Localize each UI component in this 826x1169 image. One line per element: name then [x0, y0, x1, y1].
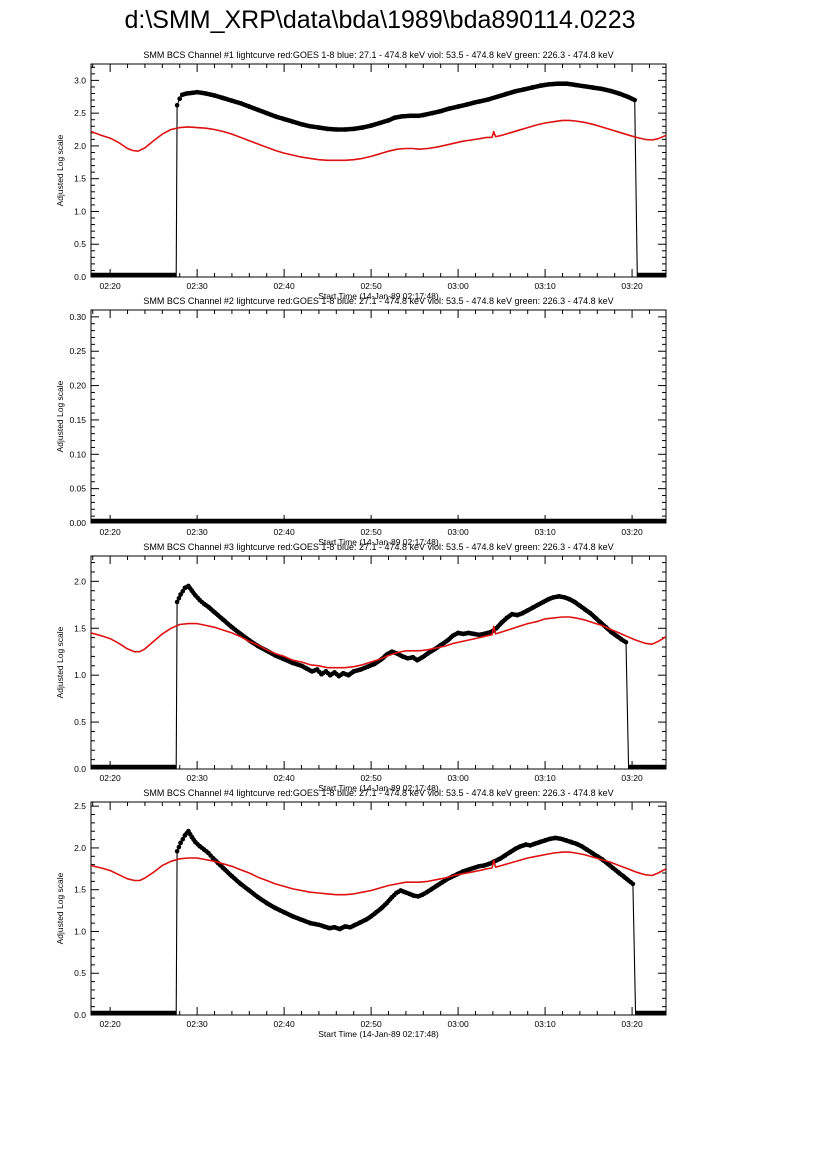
- x-axis-label: Start Time (14-Jan-89 02:17:48): [318, 291, 439, 301]
- x-tick-label: 02:30: [186, 281, 208, 291]
- y-tick-label: 2.5: [74, 108, 86, 118]
- x-tick-label: 02:20: [99, 527, 121, 537]
- x-tick-label: 02:40: [273, 1019, 295, 1029]
- black-lightcurve-series: [91, 81, 666, 277]
- panel-title: SMM BCS Channel #4 lightcurve red:GOES 1…: [143, 788, 613, 798]
- y-tick-label: 3.0: [74, 75, 86, 85]
- panel-title: SMM BCS Channel #2 lightcurve red:GOES 1…: [143, 296, 613, 306]
- y-tick-label: 2.5: [74, 801, 86, 811]
- lightcurve-panel-channel-4: SMM BCS Channel #4 lightcurve red:GOES 1…: [55, 788, 667, 1039]
- y-tick-label: 0.5: [74, 968, 86, 978]
- x-axis-label: Start Time (14-Jan-89 02:17:48): [318, 783, 439, 793]
- x-tick-label: 03:20: [621, 281, 643, 291]
- black-lightcurve-series: [91, 828, 666, 1015]
- y-tick-label: 1.0: [74, 670, 86, 680]
- y-tick-label: 0.20: [69, 381, 86, 391]
- plot-box: [90, 309, 667, 524]
- x-tick-label: 03:20: [621, 527, 643, 537]
- y-axis-label: Adjusted Log scale: [55, 134, 65, 206]
- x-axis-label: Start Time (14-Jan-89 02:17:48): [318, 1029, 439, 1039]
- y-tick-label: 0.30: [69, 312, 86, 322]
- axes: [90, 63, 667, 278]
- y-tick-label: 0.0: [74, 764, 86, 774]
- figure-title: d:\SMM_XRP\data\bda\1989\bda890114.0223: [124, 6, 636, 34]
- plot-box: [90, 63, 667, 278]
- x-tick-label: 03:20: [621, 1019, 643, 1029]
- x-tick-label: 03:00: [447, 1019, 469, 1029]
- black-lightcurve-series: [91, 583, 666, 769]
- x-tick-label: 02:20: [99, 281, 121, 291]
- y-tick-label: 0.0: [74, 272, 86, 282]
- y-tick-label: 0.5: [74, 239, 86, 249]
- x-tick-label: 02:40: [273, 281, 295, 291]
- x-tick-label: 03:20: [621, 773, 643, 783]
- plot-box: [90, 555, 667, 770]
- lightcurve-panel-channel-1: SMM BCS Channel #1 lightcurve red:GOES 1…: [55, 50, 667, 301]
- y-tick-label: 2.0: [74, 141, 86, 151]
- x-tick-label: 02:30: [186, 527, 208, 537]
- x-tick-label: 02:50: [360, 1019, 382, 1029]
- panel-title: SMM BCS Channel #3 lightcurve red:GOES 1…: [143, 542, 613, 552]
- x-tick-label: 02:40: [273, 773, 295, 783]
- y-tick-label: 1.5: [74, 623, 86, 633]
- x-tick-label: 03:00: [447, 527, 469, 537]
- x-tick-label: 03:10: [534, 773, 556, 783]
- x-axis-label: Start Time (14-Jan-89 02:17:48): [318, 537, 439, 547]
- x-tick-label: 03:10: [534, 281, 556, 291]
- y-axis-label: Adjusted Log scale: [55, 380, 65, 452]
- y-tick-label: 0.5: [74, 717, 86, 727]
- x-tick-label: 02:30: [186, 1019, 208, 1029]
- goes-red-series: [91, 851, 666, 896]
- y-tick-label: 1.5: [74, 885, 86, 895]
- panel-title: SMM BCS Channel #1 lightcurve red:GOES 1…: [143, 50, 613, 60]
- x-tick-label: 02:50: [360, 527, 382, 537]
- x-tick-label: 02:20: [99, 1019, 121, 1029]
- x-tick-label: 02:40: [273, 527, 295, 537]
- y-tick-label: 0.10: [69, 449, 86, 459]
- x-tick-label: 02:50: [360, 773, 382, 783]
- lightcurve-panel-channel-3: SMM BCS Channel #3 lightcurve red:GOES 1…: [55, 542, 667, 793]
- y-tick-label: 2.0: [74, 843, 86, 853]
- y-axis-label: Adjusted Log scale: [55, 872, 65, 944]
- y-tick-label: 0.25: [69, 346, 86, 356]
- y-tick-label: 1.0: [74, 206, 86, 216]
- goes-red-series: [91, 616, 666, 669]
- y-tick-label: 0.0: [74, 1010, 86, 1020]
- x-tick-label: 03:10: [534, 527, 556, 537]
- y-tick-label: 2.0: [74, 576, 86, 586]
- x-tick-label: 02:20: [99, 773, 121, 783]
- y-tick-label: 0.15: [69, 415, 86, 425]
- x-tick-label: 02:50: [360, 281, 382, 291]
- x-tick-label: 03:00: [447, 281, 469, 291]
- y-tick-label: 0.05: [69, 484, 86, 494]
- y-tick-label: 0.00: [69, 518, 86, 528]
- axes: [90, 309, 667, 524]
- x-tick-label: 03:00: [447, 773, 469, 783]
- y-axis-label: Adjusted Log scale: [55, 626, 65, 698]
- axes: [90, 801, 667, 1016]
- plot-box: [90, 801, 667, 1016]
- lightcurve-panel-channel-2: SMM BCS Channel #2 lightcurve red:GOES 1…: [55, 296, 667, 547]
- y-tick-label: 1.0: [74, 926, 86, 936]
- x-tick-label: 03:10: [534, 1019, 556, 1029]
- goes-red-series: [91, 119, 666, 162]
- y-tick-label: 1.5: [74, 174, 86, 184]
- x-tick-label: 02:30: [186, 773, 208, 783]
